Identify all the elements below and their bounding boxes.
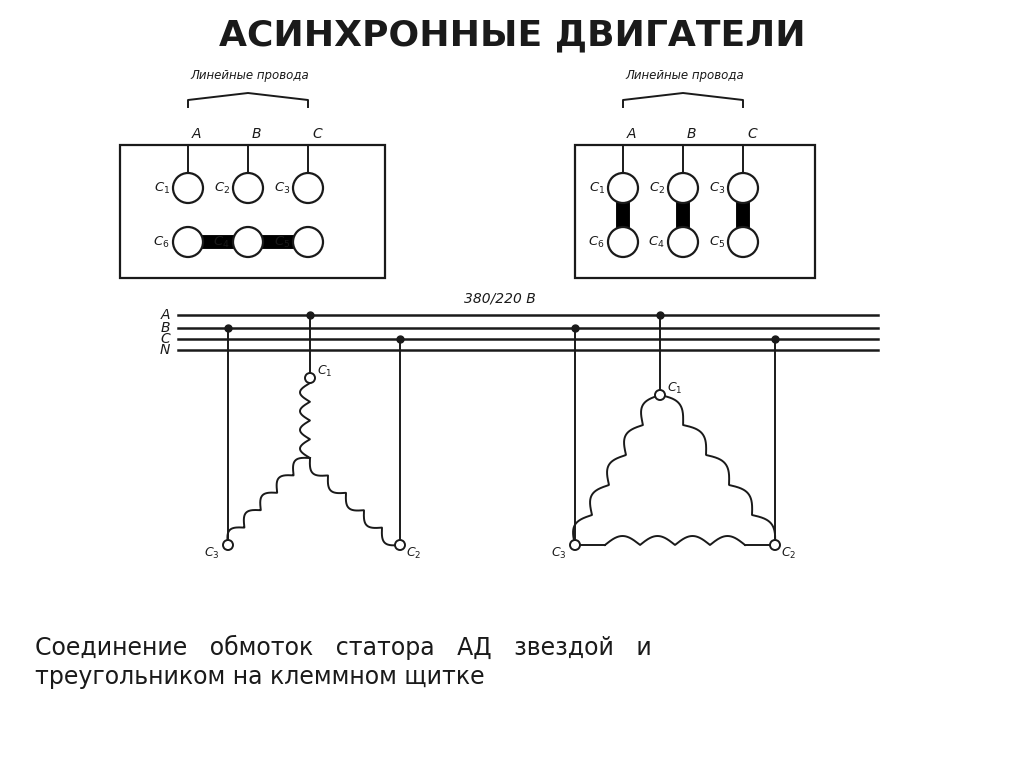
Circle shape [655,390,665,400]
Text: $C_3$: $C_3$ [709,180,725,196]
Text: $C_2$: $C_2$ [214,180,230,196]
Text: $C_2$: $C_2$ [649,180,665,196]
Text: $C_1$: $C_1$ [317,364,333,379]
Text: $C_3$: $C_3$ [273,180,290,196]
Circle shape [570,540,580,550]
Circle shape [173,173,203,203]
Text: C: C [746,127,757,141]
Text: C: C [312,127,322,141]
Circle shape [395,540,406,550]
Circle shape [233,227,263,257]
Text: $C_2$: $C_2$ [781,546,797,561]
Text: Соединение   обмоток   статора   АД   звездой   и: Соединение обмоток статора АД звездой и [35,635,651,660]
Text: 380/220 В: 380/220 В [464,291,536,305]
Text: B: B [161,321,170,335]
Circle shape [668,173,698,203]
Text: $C_6$: $C_6$ [154,235,170,249]
Text: Линейные провода: Линейные провода [190,69,309,82]
Circle shape [233,173,263,203]
Circle shape [293,173,323,203]
Text: A: A [193,127,202,141]
Text: $C_5$: $C_5$ [273,235,290,249]
Text: $C_1$: $C_1$ [589,180,605,196]
Circle shape [305,373,315,383]
Text: A: A [627,127,637,141]
Circle shape [770,540,780,550]
Text: A: A [161,308,170,322]
Circle shape [728,173,758,203]
Text: Линейные провода: Линейные провода [626,69,744,82]
Text: $C_3$: $C_3$ [551,546,567,561]
Text: B: B [252,127,261,141]
Text: N: N [160,343,170,357]
Bar [575,145,815,278]
Text: $C_6$: $C_6$ [589,235,605,249]
Circle shape [223,540,233,550]
Text: треугольником на клеммном щитке: треугольником на клеммном щитке [35,665,484,689]
Text: C: C [160,332,170,346]
Circle shape [293,227,323,257]
Bar [120,145,385,278]
Text: $C_2$: $C_2$ [406,546,421,561]
Text: $C_1$: $C_1$ [154,180,170,196]
Circle shape [608,173,638,203]
Text: $C_1$: $C_1$ [667,381,682,396]
Text: $C_3$: $C_3$ [205,546,220,561]
Circle shape [173,227,203,257]
Circle shape [608,227,638,257]
Text: $C_4$: $C_4$ [648,235,665,249]
Text: АСИНХРОННЫЕ ДВИГАТЕЛИ: АСИНХРОННЫЕ ДВИГАТЕЛИ [219,18,805,52]
Circle shape [668,227,698,257]
Text: B: B [687,127,696,141]
Circle shape [728,227,758,257]
Text: $C_5$: $C_5$ [709,235,725,249]
Text: $C_4$: $C_4$ [213,235,230,249]
